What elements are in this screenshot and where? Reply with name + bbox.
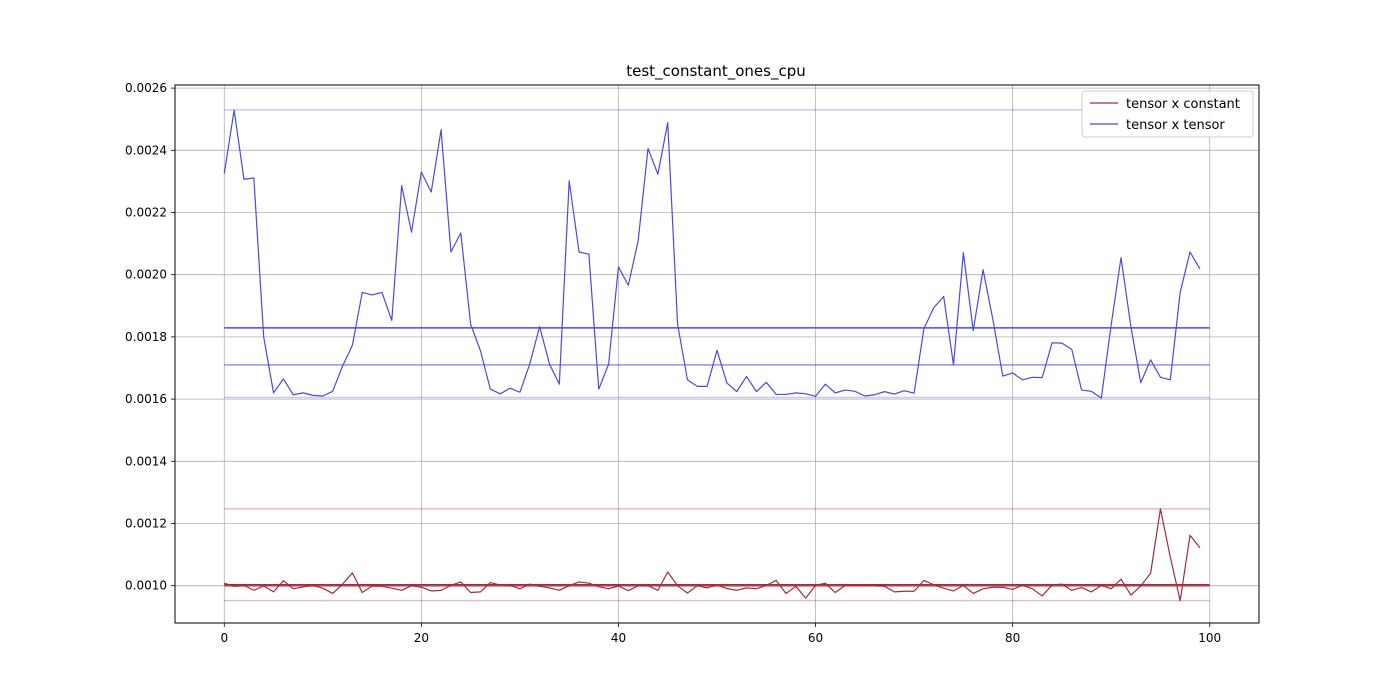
x-tick-label: 20: [414, 631, 429, 645]
x-tick-label: 0: [220, 631, 228, 645]
legend-label-tensor-x-tensor: tensor x tensor: [1126, 118, 1225, 133]
grid-lines: [175, 85, 1259, 623]
y-tick-label: 0.0010: [125, 579, 167, 593]
y-tick-label: 0.0014: [125, 454, 167, 468]
series-line-tensor-x-constant: [224, 508, 1201, 602]
y-tick-label: 0.0020: [125, 268, 167, 282]
y-tick-label: 0.0012: [125, 516, 167, 530]
reference-lines: [224, 109, 1210, 602]
x-tick-label: 60: [808, 631, 823, 645]
y-tick-label: 0.0026: [125, 81, 167, 95]
legend: tensor x constant tensor x tensor: [1081, 90, 1254, 138]
plot-area-frame: [174, 84, 1260, 624]
y-tick-label: 0.0018: [125, 330, 167, 344]
x-axis-ticks: 0 20 40 60 80 100: [220, 623, 1221, 645]
x-tick-label: 100: [1198, 631, 1221, 645]
y-tick-label: 0.0024: [125, 143, 167, 157]
chart-title: test_constant_ones_cpu: [626, 62, 806, 81]
series-lines: [223, 109, 1201, 602]
x-tick-label: 80: [1005, 631, 1020, 645]
y-tick-label: 0.0016: [125, 392, 167, 406]
y-axis-ticks: 0.0010 0.0012 0.0014 0.0016 0.0018 0.0020 0.00…: [125, 81, 175, 593]
legend-box: [1081, 90, 1254, 138]
legend-label-tensor-x-constant: tensor x constant: [1126, 97, 1240, 112]
series-line-tensor-x-tensor: [223, 109, 1201, 399]
x-tick-label: 40: [611, 631, 626, 645]
y-tick-label: 0.0022: [125, 206, 167, 220]
